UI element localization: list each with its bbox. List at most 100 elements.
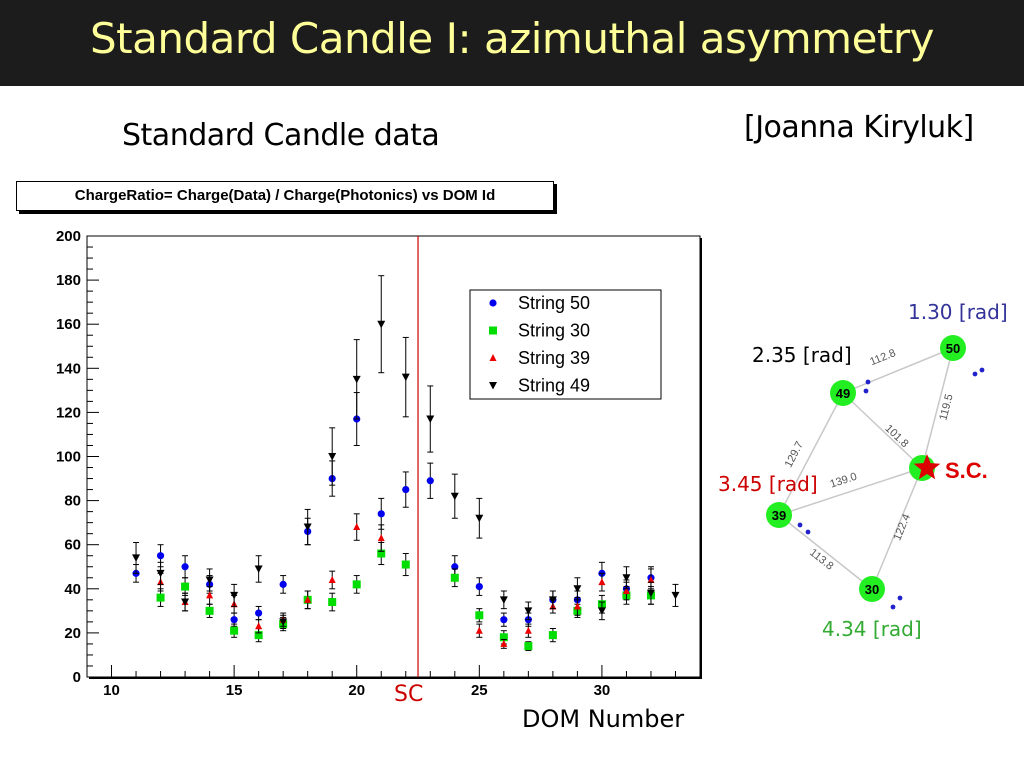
- data-point: [181, 563, 189, 571]
- data-point: [573, 602, 581, 610]
- data-point: [475, 611, 484, 620]
- y-tick-label: 160: [56, 316, 81, 333]
- data-point: [352, 580, 361, 589]
- data-point: [181, 598, 190, 607]
- data-point: [353, 523, 361, 531]
- title-bar: Standard Candle I: azimuthal asymmetry: [0, 0, 1024, 86]
- x-tick-label: 25: [471, 682, 488, 699]
- data-point: [328, 575, 336, 583]
- edge-distance-label: 101.8: [882, 422, 910, 450]
- data-point: [230, 591, 239, 600]
- legend-label: String 30: [518, 321, 590, 341]
- legend-marker: [489, 354, 497, 361]
- dom-dot: [890, 604, 896, 610]
- x-tick-label: 15: [226, 682, 243, 699]
- series-string-39: [157, 513, 655, 649]
- diagram-edge: [778, 467, 923, 516]
- data-point: [205, 606, 214, 615]
- angle-label-string-49: 2.35 [rad]: [752, 343, 852, 367]
- data-point: [377, 510, 385, 518]
- string-node-label: 30: [865, 582, 879, 597]
- data-point: [475, 626, 483, 634]
- data-point: [230, 616, 238, 624]
- data-point: [401, 373, 410, 382]
- data-point: [500, 639, 508, 647]
- x-tick-label: 30: [594, 682, 611, 699]
- string-node-49: [830, 380, 856, 406]
- data-point: [646, 589, 655, 598]
- dom-dot: [863, 388, 869, 394]
- diagram-edge: [778, 392, 844, 516]
- diagram-edge: [842, 347, 954, 394]
- y-tick-label: 40: [64, 581, 81, 598]
- data-point: [598, 578, 606, 586]
- data-point: [254, 631, 263, 640]
- data-point: [181, 582, 190, 591]
- dom-dot: [797, 522, 803, 528]
- data-point: [402, 485, 410, 494]
- angle-label-string-39: 3.45 [rad]: [718, 472, 818, 496]
- data-point: [255, 609, 263, 617]
- y-tick-label: 20: [64, 625, 81, 642]
- edge-distance-label: 112.8: [868, 347, 897, 368]
- data-point: [132, 554, 141, 562]
- source-label: S.C.: [945, 458, 988, 483]
- data-point: [475, 514, 484, 523]
- string-node-50: [940, 335, 966, 361]
- slide-title: Standard Candle I: azimuthal asymmetry: [89, 14, 935, 63]
- legend-box: [469, 289, 662, 400]
- y-tick-label: 100: [56, 449, 81, 466]
- data-point: [524, 626, 532, 634]
- data-point: [622, 574, 631, 582]
- string-node-30: [859, 576, 885, 602]
- data-point: [328, 598, 337, 607]
- data-point: [205, 576, 214, 584]
- data-point: [377, 534, 385, 542]
- string-node-label: 39: [772, 508, 786, 523]
- data-point: [377, 320, 386, 329]
- data-point: [499, 596, 508, 604]
- string-node-39: [766, 502, 792, 528]
- legend-marker: [489, 326, 497, 335]
- legend-label: String 50: [518, 293, 590, 313]
- data-point: [622, 587, 630, 595]
- data-point: [499, 633, 508, 642]
- data-point: [524, 642, 533, 651]
- legend: String 50 String 30 String 39 String 49: [469, 289, 662, 400]
- edge-distance-label: 129.7: [783, 440, 806, 470]
- data-point: [254, 565, 263, 573]
- string-geometry-diagram: 112.8119.5101.8129.7139.0113.8122.450493…: [766, 335, 988, 610]
- dom-dot: [805, 529, 811, 535]
- string-node-label: 49: [836, 386, 850, 401]
- data-point: [279, 580, 287, 588]
- data-point: [647, 575, 655, 583]
- data-point: [303, 523, 312, 532]
- data-point: [156, 552, 165, 560]
- diagram-edge: [871, 467, 923, 590]
- data-point: [524, 607, 533, 615]
- legend-marker: [489, 382, 497, 390]
- y-tick-label: 80: [64, 493, 81, 510]
- data-point: [230, 626, 239, 635]
- dom-dot: [865, 379, 871, 385]
- data-point: [426, 477, 434, 485]
- data-point: [450, 573, 459, 582]
- diagram-edge: [842, 392, 923, 469]
- slide-subtitle: Standard Candle data: [122, 118, 440, 153]
- y-tick-label: 60: [64, 537, 81, 554]
- edge-distance-label: 139.0: [829, 471, 859, 491]
- data-point: [671, 591, 680, 600]
- series-string-49: [132, 275, 680, 629]
- data-point: [401, 560, 410, 569]
- y-tick-label: 200: [56, 228, 81, 245]
- x-axis-title: DOM Number: [522, 705, 685, 733]
- legend-marker: [489, 299, 497, 307]
- legend-label: String 49: [518, 376, 590, 396]
- dom-dot: [897, 595, 903, 601]
- dom-dot: [979, 367, 985, 373]
- y-tick-label: 180: [56, 272, 81, 289]
- data-point: [279, 618, 288, 626]
- data-point: [426, 415, 435, 424]
- angle-label-string-50: 1.30 [rad]: [908, 300, 1008, 324]
